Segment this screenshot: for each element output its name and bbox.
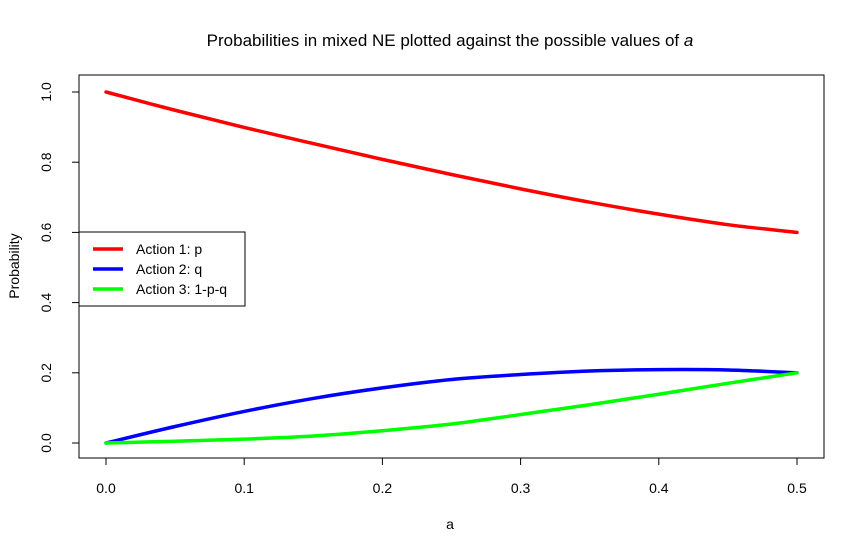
x-tick-label: 0.5 <box>787 480 807 496</box>
y-tick-label: 0.4 <box>38 293 54 313</box>
y-tick-label: 1.0 <box>38 82 54 102</box>
legend-label-3: Action 3: 1-p-q <box>136 281 227 297</box>
y-axis-label: Probability <box>6 233 22 298</box>
y-tick-label: 0.2 <box>38 363 54 383</box>
y-tick-label: 0.0 <box>38 433 54 453</box>
legend-label-2: Action 2: q <box>136 261 202 277</box>
x-tick-label: 0.4 <box>649 480 669 496</box>
x-tick-label: 0.1 <box>234 480 254 496</box>
y-tick-label: 0.8 <box>38 152 54 172</box>
x-tick-label: 0.2 <box>373 480 393 496</box>
y-axis: 0.0 0.2 0.4 0.6 0.8 1.0 <box>38 82 80 453</box>
y-tick-label: 0.6 <box>38 222 54 242</box>
series-layer <box>104 90 799 445</box>
chart-title: Probabilities in mixed NE plotted agains… <box>207 31 694 50</box>
x-tick-label: 0.0 <box>96 480 116 496</box>
x-axis-label: a <box>446 516 454 532</box>
series-line-2 <box>104 367 799 445</box>
x-tick-label: 0.3 <box>511 480 531 496</box>
legend-label-1: Action 1: p <box>136 241 202 257</box>
chart-title-text: Probabilities in mixed NE plotted agains… <box>207 31 684 50</box>
legend: Action 1: p Action 2: q Action 3: 1-p-q <box>78 231 246 307</box>
chart-title-var: a <box>684 31 693 50</box>
series-line-1 <box>104 90 799 235</box>
x-axis: 0.0 0.1 0.2 0.3 0.4 0.5 <box>96 457 807 496</box>
series-line-3 <box>104 371 799 445</box>
